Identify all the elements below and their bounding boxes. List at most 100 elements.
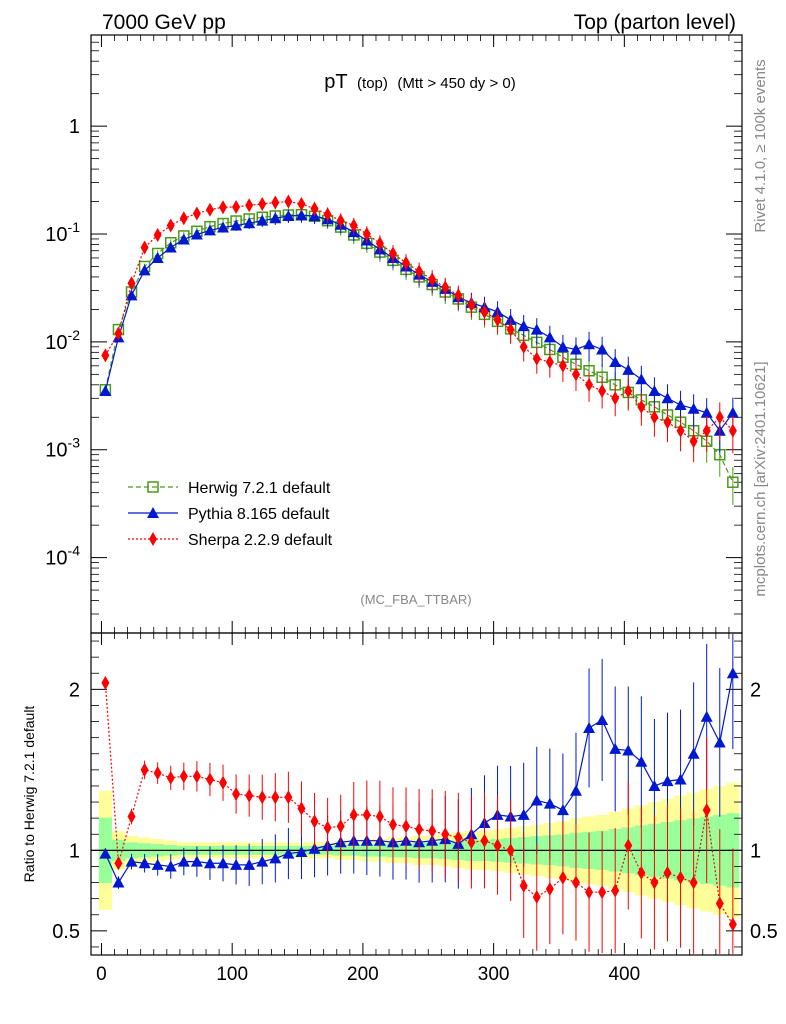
sherpa-point (689, 434, 698, 449)
herwig-legend-label: Herwig 7.2.1 default (188, 480, 331, 497)
rivet-label: Rivet 4.1.0, ≥ 100k events (752, 59, 769, 232)
x-tick-label: 300 (478, 964, 510, 985)
pythia-ratio-point (177, 855, 190, 867)
sherpa-point (545, 355, 554, 370)
sherpa-point (114, 326, 123, 341)
pythia-point (230, 219, 243, 231)
sherpa-ratio-point (101, 675, 110, 690)
sherpa-ratio-point (689, 875, 698, 890)
sherpa-ratio-point (428, 824, 437, 839)
pythia-point (125, 289, 138, 301)
sherpa-point (179, 211, 188, 226)
plot-title-sub1: (top) (357, 75, 388, 92)
pythia-ratio-point (530, 794, 543, 806)
pythia-ratio-point (661, 775, 674, 787)
ratio-frame (90, 632, 743, 956)
pythia-ratio-point (99, 847, 112, 859)
sherpa-point (271, 195, 280, 210)
pythia-point (609, 356, 622, 368)
sherpa-point (323, 207, 332, 222)
sherpa-ratio-point (558, 870, 567, 885)
pythia-point (648, 385, 661, 397)
sherpa-ratio-point (402, 819, 411, 834)
sherpa-ratio-point (127, 809, 136, 824)
y-tick-label: 1 (69, 116, 80, 138)
sherpa-point (232, 200, 241, 215)
pythia-ratio-point (700, 710, 713, 722)
sherpa-ratio-point (166, 770, 175, 785)
sherpa-point (650, 410, 659, 425)
sherpa-point (493, 312, 502, 327)
sherpa-ratio-point (297, 801, 306, 816)
sherpa-ratio-point (310, 814, 319, 829)
sherpa-ratio-point (349, 807, 358, 822)
analysis-tag: (MC_FBA_TTBAR) (360, 592, 471, 607)
sherpa-point (258, 196, 267, 211)
sherpa-point (297, 196, 306, 211)
pythia-ratio-point (648, 779, 661, 791)
ratio-plot: 0 100 200 300 400 0.5 0.5 1 1 2 2 (52, 633, 778, 985)
sherpa-point (153, 227, 162, 242)
ratio-y-tick-label-right: 1 (750, 840, 761, 862)
y-tick-label: 10-3 (45, 435, 80, 462)
pythia-point (726, 406, 739, 418)
pythia-ratio-point (112, 876, 125, 888)
sherpa-point (245, 198, 254, 213)
y-tick-label: 10-2 (45, 327, 80, 354)
sherpa-ratio-point (676, 870, 685, 885)
sherpa-point (101, 348, 110, 363)
ratio-y-tick-label: 0.5 (52, 921, 80, 943)
sherpa-point (506, 322, 515, 337)
sherpa-ratio-point (624, 838, 633, 853)
pythia-ratio-point (217, 857, 230, 869)
legend: Herwig 7.2.1 default Pythia 8.165 default… (128, 480, 333, 549)
pythia-point (138, 264, 151, 276)
pythia-ratio-point (243, 858, 256, 870)
pythia-ratio-point (635, 755, 648, 767)
sherpa-point (715, 410, 724, 425)
pythia-point (217, 221, 230, 233)
pythia-ratio-point (596, 713, 609, 725)
pythia-point (569, 343, 582, 355)
sherpa-point (585, 377, 594, 392)
sherpa-point (571, 367, 580, 382)
ratio-y-tick-label-right: 2 (750, 679, 761, 701)
sherpa-point (375, 236, 384, 251)
sherpa-ratio-point (362, 807, 371, 822)
pythia-ratio-point (138, 857, 151, 869)
sherpa-ratio-point (232, 787, 241, 801)
pythia-ratio-point (687, 747, 700, 759)
header-left: 7000 GeV pp (102, 11, 226, 34)
pythia-point (543, 331, 556, 343)
sherpa-legend-marker (149, 532, 157, 546)
sherpa-ratio-point (153, 766, 162, 781)
sherpa-point (205, 202, 214, 217)
ratio-ylabel: Ratio to Herwig 7.2.1 default (21, 706, 37, 883)
sherpa-ratio-point (467, 835, 476, 850)
pythia-legend-label: Pythia 8.165 default (188, 506, 330, 523)
pythia-point (203, 224, 216, 236)
sherpa-point (454, 288, 463, 303)
sherpa-ratio-point (571, 875, 580, 890)
pythia-point (622, 363, 635, 375)
ratio-y-tick-label-right: 0.5 (750, 921, 778, 943)
sherpa-ratio-point (519, 878, 528, 893)
pythia-legend-marker (147, 507, 159, 518)
sherpa-point (611, 391, 620, 406)
pythia-point (151, 251, 164, 263)
pythia-ratio-point (230, 858, 243, 870)
mcplots-label: mcplots.cern.ch [arXiv:2401.10621] (752, 361, 769, 596)
sherpa-ratio-point (480, 833, 489, 848)
pythia-point (256, 214, 269, 226)
sherpa-ratio-point (179, 769, 188, 784)
sherpa-ratio-point (245, 788, 254, 803)
pythia-point (530, 323, 543, 335)
sherpa-ratio-point (598, 885, 607, 900)
sherpa-ratio-point (219, 775, 228, 790)
pythia-point (282, 209, 295, 221)
sherpa-point (428, 272, 437, 287)
sherpa-ratio-point (702, 803, 711, 818)
pythia-ratio-point (164, 860, 177, 872)
sherpa-point (676, 423, 685, 438)
